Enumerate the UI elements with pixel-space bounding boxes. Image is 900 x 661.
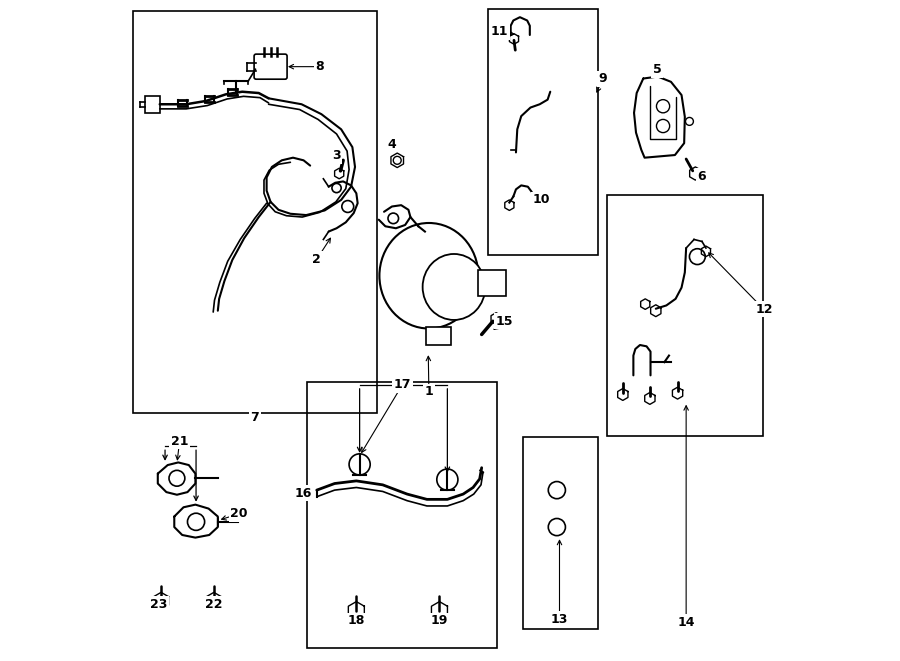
Text: 19: 19 bbox=[431, 614, 448, 627]
Circle shape bbox=[548, 482, 565, 498]
Circle shape bbox=[418, 258, 446, 287]
Text: 16: 16 bbox=[295, 487, 312, 500]
Text: 8: 8 bbox=[315, 60, 324, 73]
Text: 10: 10 bbox=[532, 194, 550, 206]
Text: 1: 1 bbox=[425, 385, 433, 399]
Bar bbox=[523, 438, 598, 629]
Bar bbox=[489, 9, 598, 254]
Text: 4: 4 bbox=[388, 138, 396, 151]
Circle shape bbox=[656, 100, 670, 113]
Bar bbox=[307, 382, 498, 648]
Circle shape bbox=[422, 229, 429, 236]
Text: 14: 14 bbox=[678, 615, 695, 629]
Text: 17: 17 bbox=[394, 378, 411, 391]
Bar bbox=[607, 195, 763, 436]
Text: 7: 7 bbox=[250, 411, 259, 424]
FancyBboxPatch shape bbox=[254, 54, 287, 79]
Circle shape bbox=[424, 264, 440, 280]
Circle shape bbox=[349, 454, 370, 475]
Bar bbox=[145, 96, 160, 113]
Text: 13: 13 bbox=[551, 613, 568, 626]
Text: 23: 23 bbox=[149, 598, 167, 611]
Bar bbox=[479, 270, 506, 295]
Bar bbox=[426, 327, 451, 345]
Text: 3: 3 bbox=[332, 149, 341, 162]
Text: 9: 9 bbox=[598, 72, 608, 85]
Bar bbox=[133, 11, 377, 413]
Text: 5: 5 bbox=[652, 63, 662, 77]
Circle shape bbox=[436, 469, 458, 490]
Text: 6: 6 bbox=[698, 170, 706, 182]
Circle shape bbox=[169, 471, 184, 486]
Circle shape bbox=[689, 249, 706, 264]
Circle shape bbox=[332, 183, 341, 192]
Circle shape bbox=[393, 157, 401, 165]
Circle shape bbox=[342, 200, 354, 212]
Circle shape bbox=[656, 120, 670, 133]
Text: 22: 22 bbox=[205, 598, 222, 611]
Circle shape bbox=[686, 118, 693, 126]
Circle shape bbox=[548, 518, 565, 535]
Circle shape bbox=[388, 213, 399, 223]
Ellipse shape bbox=[423, 254, 485, 320]
Circle shape bbox=[433, 266, 475, 308]
Text: 21: 21 bbox=[171, 435, 188, 447]
Text: 12: 12 bbox=[755, 303, 773, 316]
Text: 15: 15 bbox=[496, 315, 514, 328]
Ellipse shape bbox=[380, 223, 479, 329]
Text: 11: 11 bbox=[491, 25, 508, 38]
Text: 2: 2 bbox=[312, 253, 321, 266]
Text: 18: 18 bbox=[347, 614, 365, 627]
Text: 20: 20 bbox=[230, 508, 248, 520]
Circle shape bbox=[187, 513, 204, 530]
